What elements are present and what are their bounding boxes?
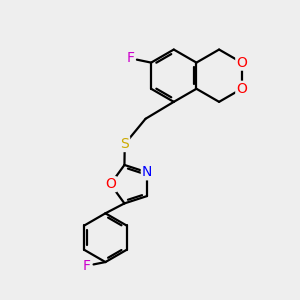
- Text: O: O: [236, 56, 247, 70]
- Text: O: O: [236, 82, 247, 96]
- Text: F: F: [126, 51, 134, 65]
- Text: O: O: [105, 177, 116, 191]
- Text: N: N: [142, 165, 152, 179]
- Text: F: F: [83, 259, 91, 273]
- Text: S: S: [120, 137, 129, 151]
